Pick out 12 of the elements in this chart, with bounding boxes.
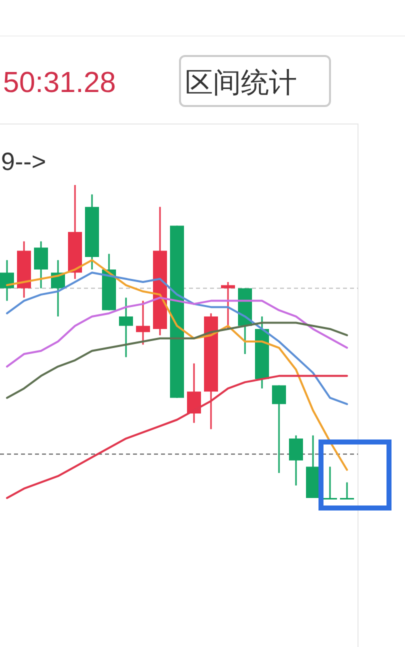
text: 9--> <box>1 148 46 176</box>
candlestick <box>119 296 133 358</box>
text: 区间统计 <box>185 67 297 98</box>
candlestick <box>136 300 150 346</box>
candlestick <box>323 466 337 500</box>
candlestick <box>289 434 303 486</box>
candlestick <box>34 240 48 290</box>
candlestick <box>272 384 286 474</box>
candlestick <box>0 259 14 302</box>
candlestick <box>340 482 354 500</box>
text: 50:31.28 <box>3 67 116 99</box>
candlestick <box>221 281 235 330</box>
